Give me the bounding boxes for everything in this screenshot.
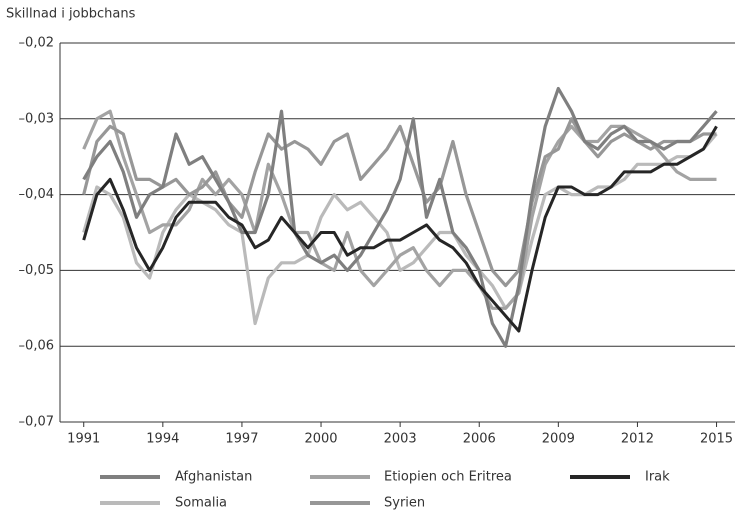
legend-label: Etiopien och Eritrea xyxy=(384,470,512,485)
x-tick-label: 2003 xyxy=(384,432,417,447)
series-line xyxy=(82,132,718,326)
y-tick-label: –0,04 xyxy=(19,187,54,202)
y-tick-label: –0,05 xyxy=(19,263,54,278)
x-tick-label: 2000 xyxy=(304,432,337,447)
x-tick-label: 2015 xyxy=(700,432,733,447)
x-tick-label: 2009 xyxy=(542,432,575,447)
x-tick-label: 1991 xyxy=(67,432,100,447)
series-line xyxy=(82,117,717,288)
y-tick-label: –0,07 xyxy=(19,415,54,430)
y-tick-label: –0,06 xyxy=(19,339,54,354)
legend-label: Afghanistan xyxy=(175,470,252,485)
series-line xyxy=(82,125,718,333)
x-tick-label: 1994 xyxy=(146,432,179,447)
y-axis-label: Skillnad i jobbchans xyxy=(6,7,136,22)
legend-label: Somalia xyxy=(175,496,227,511)
legend-label: Syrien xyxy=(384,496,425,511)
x-tick-label: 2006 xyxy=(463,432,496,447)
series-line xyxy=(82,86,718,348)
y-tick-label: –0,03 xyxy=(19,111,54,126)
y-tick-label: –0,02 xyxy=(19,36,54,51)
legend-label: Irak xyxy=(645,470,670,485)
series-line xyxy=(82,109,717,310)
x-tick-label: 1997 xyxy=(225,432,258,447)
x-tick-label: 2012 xyxy=(621,432,654,447)
